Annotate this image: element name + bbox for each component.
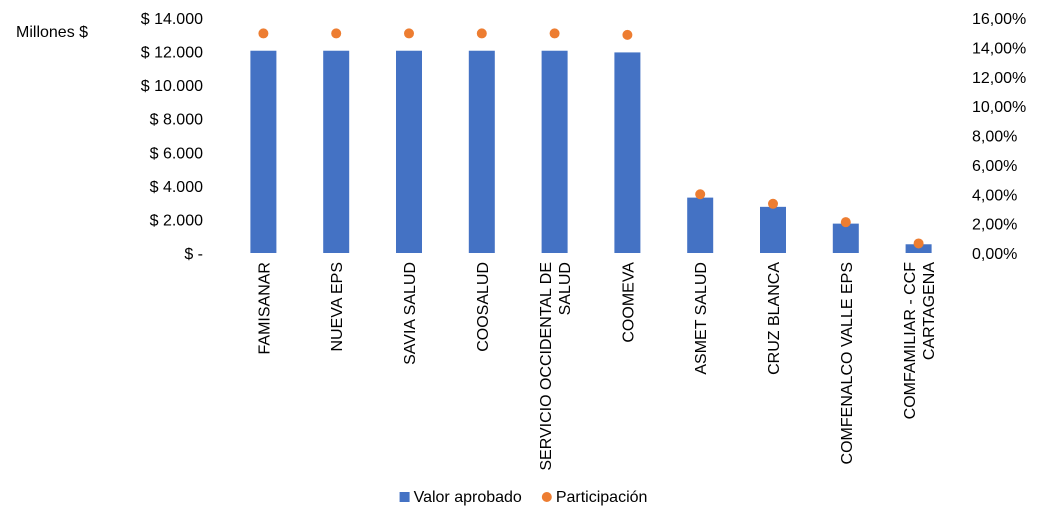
bar <box>250 50 277 253</box>
bar <box>323 50 350 253</box>
right-y-tick-label: 6,00% <box>972 158 1017 175</box>
bar <box>760 206 786 253</box>
right-y-axis: 0,00% 2,00% 4,00% 6,00% 8,00% 10,00% 12,00% 14,… <box>972 11 1026 263</box>
data-point <box>258 28 269 39</box>
x-tick-label: SALUD <box>557 262 574 315</box>
right-y-tick-label: 10,00% <box>972 99 1026 116</box>
legend-label: Valor aprobado <box>414 489 522 506</box>
right-y-tick-label: 4,00% <box>972 187 1017 204</box>
legend-label: Participación <box>556 489 648 506</box>
left-y-tick-label: $ 14.000 <box>141 11 203 28</box>
x-axis-labels: FAMISANAR NUEVA EPS SAVIA SALUD COOSALUD SER… <box>256 262 938 471</box>
x-tick-label: SAVIA SALUD <box>402 262 419 365</box>
x-tick-label: COOMEVA <box>620 262 637 343</box>
legend-bar-swatch <box>399 492 410 502</box>
right-y-tick-label: 0,00% <box>972 246 1017 263</box>
left-y-tick-label: $ 12.000 <box>141 45 203 62</box>
bar <box>396 50 422 253</box>
bar-series <box>250 50 932 254</box>
x-tick-label: CRUZ BLANCA <box>766 262 783 375</box>
bar <box>468 50 495 253</box>
right-y-tick-label: 2,00% <box>972 217 1017 234</box>
data-point <box>549 28 560 39</box>
left-y-tick-label: $ 8.000 <box>150 112 203 129</box>
right-y-tick-label: 8,00% <box>972 129 1017 146</box>
x-tick-label: COMFAMILIAR - CCF <box>902 262 919 420</box>
left-y-tick-label: $ 2.000 <box>150 212 203 229</box>
right-y-tick-label: 16,00% <box>972 11 1026 28</box>
x-tick-label: COMFENALCO VALLE EPS <box>839 262 856 464</box>
y-axis-unit-label: Millones $ <box>16 24 88 41</box>
left-y-axis: $ - $ 2.000 $ 4.000 $ 6.000 $ 8.000 $ 10.000 $… <box>141 11 203 263</box>
data-point <box>476 28 487 39</box>
left-y-tick-label: $ 4.000 <box>150 179 203 196</box>
left-y-tick-label: $ - <box>184 246 203 263</box>
legend: Valor aprobado Participación <box>399 489 648 506</box>
x-tick-label: FAMISANAR <box>256 262 273 354</box>
data-point <box>622 29 633 40</box>
data-point <box>840 217 851 228</box>
bar <box>614 52 641 254</box>
bar <box>905 244 932 253</box>
x-tick-label: NUEVA EPS <box>329 262 346 352</box>
left-y-tick-label: $ 10.000 <box>141 78 203 95</box>
data-point <box>331 28 342 39</box>
point-series <box>258 28 924 249</box>
data-point <box>695 189 706 200</box>
bar <box>687 197 714 253</box>
data-point <box>768 198 778 209</box>
x-tick-label: CARTAGENA <box>921 262 938 360</box>
x-tick-label: COOSALUD <box>475 262 492 352</box>
bar <box>832 223 859 253</box>
legend-dot-swatch <box>541 492 552 502</box>
data-point <box>913 238 924 249</box>
left-y-tick-label: $ 6.000 <box>150 145 203 162</box>
right-y-tick-label: 12,00% <box>972 70 1026 87</box>
data-point <box>404 28 414 39</box>
right-y-tick-label: 14,00% <box>972 40 1026 57</box>
bar <box>541 50 568 253</box>
x-tick-label: SERVICIO OCCIDENTAL DE <box>538 262 555 471</box>
x-tick-label: ASMET SALUD <box>693 262 710 375</box>
